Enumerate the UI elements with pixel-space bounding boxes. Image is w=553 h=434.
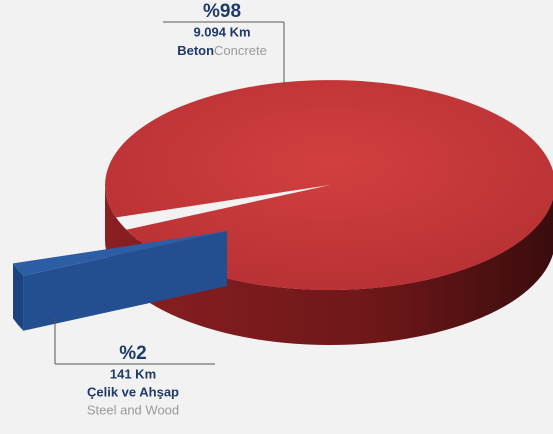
category-tr: Beton bbox=[177, 43, 214, 58]
category-en: Steel and Wood bbox=[87, 402, 179, 417]
slice-side bbox=[13, 263, 24, 331]
slice bbox=[13, 231, 227, 276]
slice-side bbox=[105, 185, 553, 345]
value-label: %2 bbox=[119, 343, 146, 364]
category-label: BetonConcrete bbox=[177, 43, 267, 58]
category-en: Concrete bbox=[214, 43, 267, 58]
length-label: 9.094 Km bbox=[193, 24, 250, 39]
pie bbox=[13, 80, 553, 345]
category-tr: Çelik ve Ahşap bbox=[87, 384, 179, 399]
length-label: 141 Km bbox=[110, 366, 156, 381]
slice-side bbox=[23, 231, 228, 331]
value-label: %98 bbox=[203, 1, 241, 22]
